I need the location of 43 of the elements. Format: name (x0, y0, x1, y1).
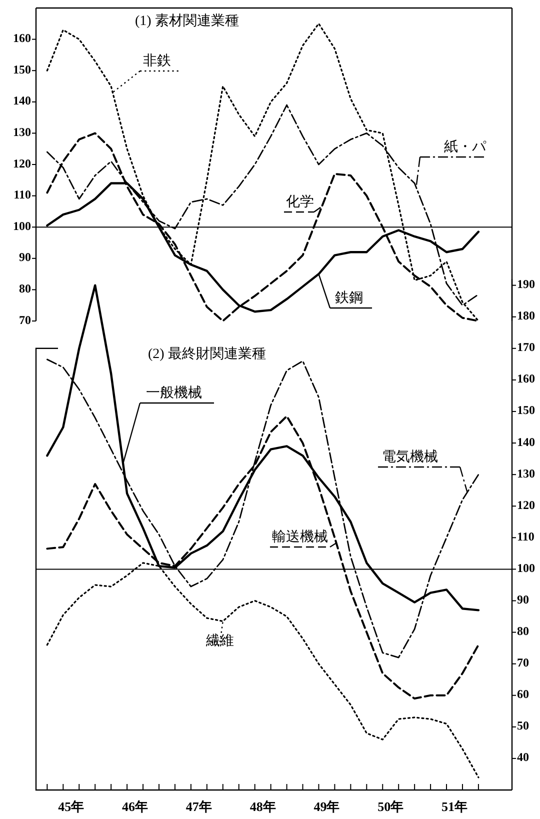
y-tick-label: 100 (13, 218, 31, 233)
y2-tick-label: 180 (517, 308, 535, 323)
text: 紙・パ (444, 139, 487, 156)
y2-tick-label: 170 (517, 340, 535, 354)
chart-title: (1) 素材関連業種 (135, 13, 239, 30)
y-tick-label: 150 (13, 62, 31, 76)
y2-tick-label: 90 (517, 592, 529, 606)
y2-tick-label: 40 (517, 750, 529, 764)
legend-label: 輸送機械 (272, 529, 328, 546)
y2-tick-label: 190 (517, 277, 535, 292)
legend-label: 化学 (286, 194, 314, 210)
y2-tick-label: 110 (517, 529, 534, 544)
y2-tick-label: 100 (517, 560, 535, 575)
x-tick-label: 51年 (441, 798, 468, 814)
text: 一般機械 (146, 385, 202, 402)
text: (2) 最終財関連業種 (148, 346, 266, 362)
x-tick-label: 45年 (58, 798, 84, 814)
y-tick-label: 90 (19, 250, 31, 264)
series-label: 鉄鋼 (335, 290, 363, 306)
y2-tick-label: 140 (517, 434, 535, 449)
y-tick-label: 70 (19, 312, 31, 327)
x-tick-label: 48年 (250, 798, 276, 814)
y-tick-label: 120 (13, 156, 31, 170)
y2-tick-label: 150 (517, 403, 535, 418)
series-label: 繊維 (205, 633, 234, 650)
x-tick-label: 50年 (378, 798, 404, 814)
x-tick-label: 47年 (186, 798, 212, 814)
y-tick-label: 160 (13, 31, 31, 46)
y-tick-label: 140 (13, 94, 31, 108)
y-tick-label: 130 (13, 124, 31, 139)
x-tick-label: 46年 (122, 798, 148, 814)
y2-tick-label: 60 (517, 687, 529, 702)
y2-tick-label: 120 (517, 498, 535, 512)
text: 電気機械 (382, 449, 438, 466)
y2-tick-label: 70 (517, 656, 529, 670)
y2-tick-label: 160 (517, 372, 535, 386)
text: 非鉄 (143, 53, 171, 70)
y2-tick-label: 80 (517, 624, 529, 638)
y-tick-label: 80 (19, 281, 31, 296)
y2-tick-label: 50 (517, 718, 529, 733)
y2-tick-label: 130 (517, 466, 535, 480)
y-tick-label: 110 (14, 188, 31, 202)
x-tick-label: 49年 (314, 798, 340, 814)
